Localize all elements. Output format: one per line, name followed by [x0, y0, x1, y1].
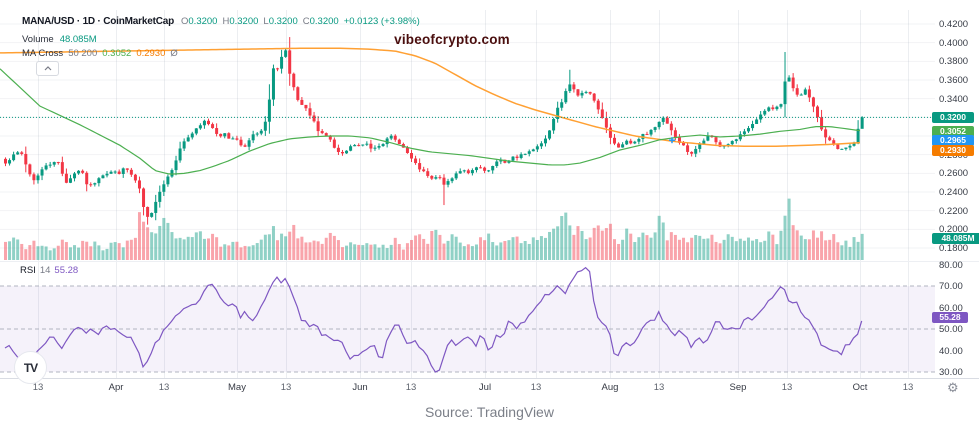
- price-axis-label: 0.2000: [939, 224, 969, 236]
- price-badge-1: 0.3052: [932, 125, 974, 137]
- symbol-title: MANA/USD · 1D · CoinMarketCap: [22, 16, 174, 27]
- tradingview-logo[interactable]: TV: [14, 351, 47, 384]
- rsi-axis-label: 30.00: [939, 367, 963, 378]
- time-axis-label: 13: [653, 382, 665, 393]
- grid-vertical: [38, 10, 909, 378]
- time-axis-label: Apr: [108, 382, 124, 393]
- rsi-label: RSI: [20, 265, 36, 276]
- time-axis-label: 13: [781, 382, 793, 393]
- rsi-axis-label: 60.00: [939, 302, 963, 314]
- rsi-band: [0, 285, 935, 373]
- source-caption: Source: TradingView: [425, 404, 554, 420]
- time-axis-label: Aug: [601, 382, 619, 393]
- rsi-legend[interactable]: RSI 14 55.28: [20, 265, 78, 276]
- chevron-up-icon: [44, 66, 51, 71]
- volume-legend[interactable]: Volume 48.085M: [22, 34, 97, 45]
- time-axis-label: 13: [32, 382, 44, 393]
- ohlc-close: C0.3200: [302, 16, 339, 27]
- time-axis-label: 13: [280, 382, 292, 393]
- rsi-axis-label: 50.00: [939, 324, 963, 335]
- price-badge-2: 0.2965: [932, 135, 974, 146]
- price-change: +0.0123 (+3.98%): [343, 16, 420, 27]
- watermark: vibeofcrypto.com: [394, 32, 510, 47]
- price-axis-label: 0.2400: [939, 186, 969, 198]
- time-axis-label: Jul: [478, 382, 492, 393]
- ma200-value: 0.2930: [136, 48, 166, 59]
- price-axis-label: 0.4000: [939, 37, 969, 49]
- ohlc-low: L0.3200: [263, 16, 298, 27]
- price-axis-label: 0.2600: [939, 168, 969, 180]
- price-axis-label: 0.1800: [939, 242, 969, 254]
- time-axis-label: May: [228, 382, 246, 393]
- ma-cross-marker: [669, 137, 675, 144]
- time-axis-label: Sep: [729, 382, 747, 393]
- ohlc-high: H0.3200: [222, 16, 259, 27]
- cross-symbol: Ø: [170, 48, 178, 59]
- candles-layer: [4, 37, 864, 225]
- symbol-legend[interactable]: MANA/USD · 1D · CoinMarketCap O0.3200 H0…: [22, 16, 420, 27]
- time-axis-label: 13: [158, 382, 170, 393]
- time-axis-label: 13: [902, 382, 914, 393]
- ma200-line: [0, 47, 861, 148]
- price-chart-canvas[interactable]: [0, 0, 979, 398]
- rsi-value: 55.28: [54, 265, 79, 276]
- gear-icon[interactable]: ⚙: [947, 380, 959, 395]
- ohlc-open: O0.3200: [181, 16, 218, 27]
- volume-layer: [4, 198, 864, 260]
- ma-cross-label: MA Cross: [22, 48, 64, 59]
- collapse-legend-button[interactable]: [36, 61, 59, 76]
- price-axis-label: 0.3800: [939, 56, 969, 68]
- rsi-badge: 55.28: [932, 312, 968, 323]
- time-axis-label: 13: [530, 382, 542, 393]
- volume-value: 48.085M: [59, 34, 97, 45]
- volume-label: Volume: [22, 34, 54, 45]
- price-axis-label: 0.3400: [939, 93, 969, 105]
- volume-badge: 48.085M: [932, 232, 979, 244]
- time-axis-label: Oct: [852, 382, 868, 393]
- time-axis-label: Jun: [352, 382, 368, 393]
- price-badge-0: 0.3200: [932, 111, 974, 123]
- ma-cross-legend[interactable]: MA Cross 50 200 0.3052 0.2930 Ø: [22, 48, 178, 59]
- rsi-length: 14: [39, 265, 51, 276]
- ma50-value: 0.3052: [102, 48, 132, 59]
- ma-cross-params: 50 200: [68, 48, 98, 59]
- rsi-axis-label: 70.00: [939, 281, 963, 292]
- ma50-line: [0, 68, 861, 175]
- time-axis-label: 13: [405, 382, 417, 393]
- price-axis-label: 0.2200: [939, 205, 969, 217]
- rsi-axis-label: 80.00: [939, 259, 963, 271]
- price-axis-label: 0.4200: [939, 19, 969, 30]
- grid-horizontal: [0, 23, 935, 249]
- rsi-line: [4, 266, 863, 373]
- rsi-axis-label: 40.00: [939, 345, 963, 357]
- price-axis-label: 0.3600: [939, 74, 969, 86]
- price-badge-3: 0.2930: [932, 144, 974, 156]
